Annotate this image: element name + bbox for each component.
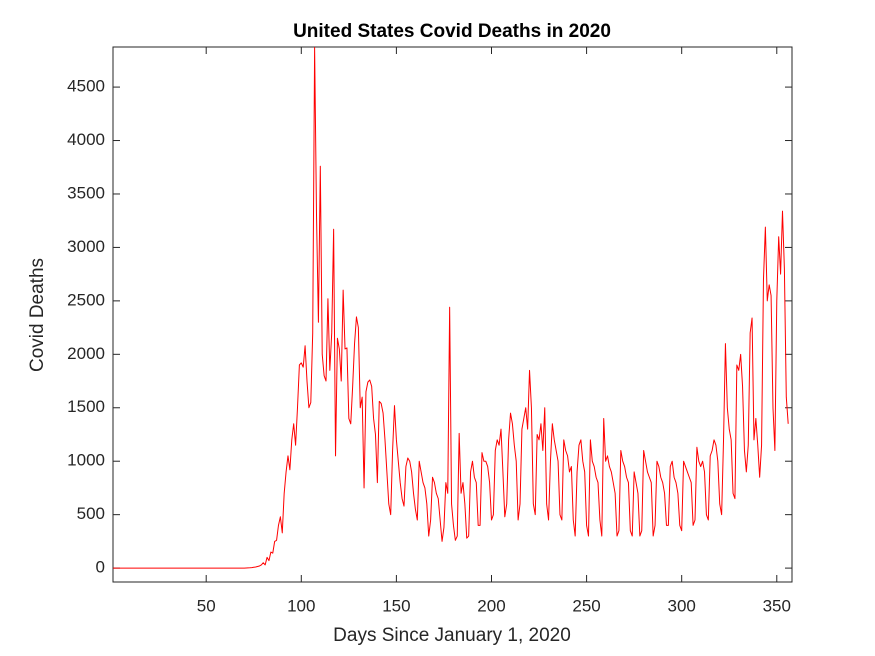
x-tick-label: 350 xyxy=(763,596,791,615)
y-tick-label: 3500 xyxy=(67,183,105,202)
y-tick-label: 2000 xyxy=(67,344,105,363)
x-tick-label: 150 xyxy=(382,596,410,615)
x-tick-label: 50 xyxy=(197,596,216,615)
plot-area xyxy=(112,46,793,583)
chart-title: United States Covid Deaths in 2020 xyxy=(293,21,611,42)
y-axis-label: Covid Deaths xyxy=(27,258,48,372)
y-tick-label: 0 xyxy=(96,558,105,577)
x-tick-label: 300 xyxy=(667,596,695,615)
y-tick-label: 1500 xyxy=(67,397,105,416)
y-tick-label: 3000 xyxy=(67,237,105,256)
y-tick-label: 4000 xyxy=(67,130,105,149)
y-tick-label: 1000 xyxy=(67,451,105,470)
data-line xyxy=(113,47,789,569)
y-tick-label: 2500 xyxy=(67,290,105,309)
y-tick-label: 500 xyxy=(77,504,105,523)
x-axis-label: Days Since January 1, 2020 xyxy=(333,625,571,646)
x-tick-label: 200 xyxy=(477,596,505,615)
x-tick-label: 100 xyxy=(287,596,315,615)
x-tick-label: 250 xyxy=(572,596,600,615)
y-tick-label: 4500 xyxy=(67,77,105,96)
